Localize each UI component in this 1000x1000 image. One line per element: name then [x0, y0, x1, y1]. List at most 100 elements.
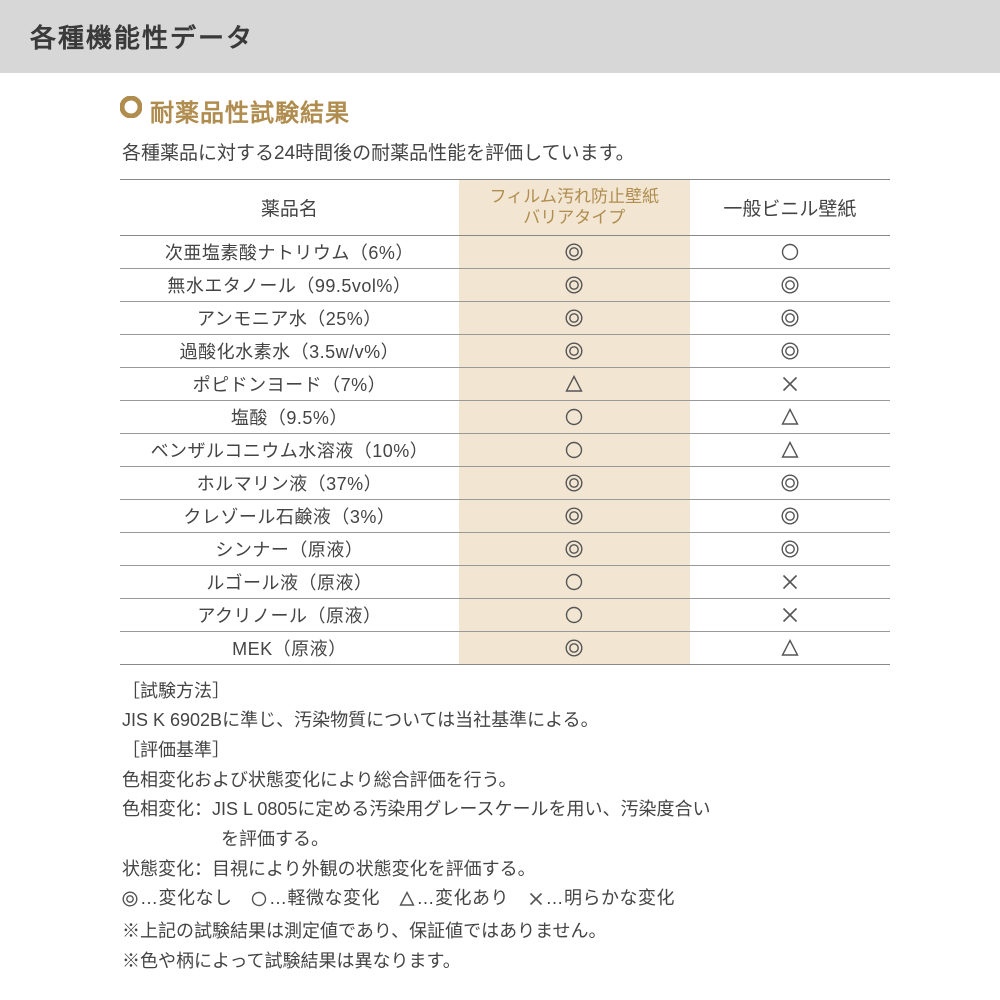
criteria-text: 色相変化：JIS L 0805に定める汚染用グレースケールを用い、汚染度合い — [122, 795, 890, 825]
rating-symbol-icon — [694, 408, 886, 426]
result-film-cell — [459, 433, 690, 466]
section-subtitle: 各種薬品に対する24時間後の耐薬品性能を評価しています。 — [120, 138, 890, 165]
table-row: クレゾール石鹸液（3%） — [120, 499, 890, 532]
chemical-name-cell: クレゾール石鹸液（3%） — [120, 499, 459, 532]
chemical-name-cell: 過酸化水素水（3.5w/v%） — [120, 334, 459, 367]
chemical-name-cell: ポピドンヨード（7%） — [120, 367, 459, 400]
rating-symbol-icon — [463, 309, 686, 327]
notes-section: ［試験方法］ JIS K 6902Bに準じ、汚染物質については当社基準による。 … — [120, 677, 890, 977]
chemical-resistance-table: 薬品名 フィルム汚れ防止壁紙 バリアタイプ 一般ビニル壁紙 次亜塩素酸ナトリウム… — [120, 179, 890, 665]
result-vinyl-cell — [690, 466, 890, 499]
bullet-icon — [120, 96, 142, 125]
rating-symbol-icon — [694, 507, 886, 525]
cross-icon — [528, 887, 544, 917]
result-film-cell — [459, 631, 690, 664]
method-text: JIS K 6902Bに準じ、汚染物質については当社基準による。 — [122, 706, 890, 736]
page-title: 各種機能性データ — [30, 23, 254, 53]
rating-symbol-icon — [694, 441, 886, 459]
table-row: 次亜塩素酸ナトリウム（6%） — [120, 235, 890, 268]
chemical-name-cell: アンモニア水（25%） — [120, 301, 459, 334]
table-row: 塩酸（9.5%） — [120, 400, 890, 433]
criteria-label: ［評価基準］ — [122, 736, 890, 766]
result-film-cell — [459, 565, 690, 598]
result-film-cell — [459, 301, 690, 334]
result-vinyl-cell — [690, 433, 890, 466]
table-row: ポピドンヨード（7%） — [120, 367, 890, 400]
rating-symbol-icon — [463, 507, 686, 525]
rating-symbol-icon — [463, 243, 686, 261]
rating-symbol-icon — [463, 441, 686, 459]
chemical-name-cell: 次亜塩素酸ナトリウム（6%） — [120, 235, 459, 268]
section-title: 耐薬品性試験結果 — [120, 93, 890, 128]
column-header-film: フィルム汚れ防止壁紙 バリアタイプ — [459, 180, 690, 236]
result-vinyl-cell — [690, 565, 890, 598]
table-row: 無水エタノール（99.5vol%） — [120, 268, 890, 301]
rating-symbol-icon — [694, 309, 886, 327]
rating-symbol-icon — [694, 342, 886, 360]
rating-symbol-icon — [694, 375, 886, 393]
rating-symbol-icon — [463, 375, 686, 393]
chemical-name-cell: 無水エタノール（99.5vol%） — [120, 268, 459, 301]
result-film-cell — [459, 334, 690, 367]
chemical-name-cell: ベンザルコニウム水溶液（10%） — [120, 433, 459, 466]
result-vinyl-cell — [690, 268, 890, 301]
column-header-name: 薬品名 — [120, 180, 459, 236]
result-vinyl-cell — [690, 334, 890, 367]
method-label: ［試験方法］ — [122, 677, 890, 707]
table-row: MEK（原液） — [120, 631, 890, 664]
disclaimer: ※上記の試験結果は測定値であり、保証値ではありません。 — [122, 917, 890, 947]
result-film-cell — [459, 367, 690, 400]
result-vinyl-cell — [690, 400, 890, 433]
rating-symbol-icon — [694, 276, 886, 294]
result-vinyl-cell — [690, 532, 890, 565]
rating-symbol-icon — [694, 606, 886, 624]
chemical-name-cell: シンナー（原液） — [120, 532, 459, 565]
rating-symbol-icon — [463, 474, 686, 492]
rating-symbol-icon — [463, 639, 686, 657]
result-film-cell — [459, 466, 690, 499]
criteria-text: を評価する。 — [122, 825, 890, 855]
result-film-cell — [459, 268, 690, 301]
table-row: アンモニア水（25%） — [120, 301, 890, 334]
result-vinyl-cell — [690, 367, 890, 400]
chemical-name-cell: MEK（原液） — [120, 631, 459, 664]
page-header: 各種機能性データ — [0, 0, 1000, 73]
rating-symbol-icon — [694, 474, 886, 492]
content-area: 耐薬品性試験結果 各種薬品に対する24時間後の耐薬品性能を評価しています。 薬品… — [0, 73, 1000, 976]
table-row: ルゴール液（原液） — [120, 565, 890, 598]
chemical-name-cell: ホルマリン液（37%） — [120, 466, 459, 499]
rating-symbol-icon — [694, 639, 886, 657]
rating-symbol-icon — [463, 276, 686, 294]
chemical-name-cell: 塩酸（9.5%） — [120, 400, 459, 433]
result-film-cell — [459, 598, 690, 631]
result-film-cell — [459, 532, 690, 565]
table-row: シンナー（原液） — [120, 532, 890, 565]
result-film-cell — [459, 235, 690, 268]
single-circle-icon — [251, 887, 267, 917]
table-row: 過酸化水素水（3.5w/v%） — [120, 334, 890, 367]
result-vinyl-cell — [690, 499, 890, 532]
chemical-name-cell: アクリノール（原液） — [120, 598, 459, 631]
criteria-text: 色相変化および状態変化により総合評価を行う。 — [122, 766, 890, 796]
rating-symbol-icon — [694, 573, 886, 591]
table-row: ベンザルコニウム水溶液（10%） — [120, 433, 890, 466]
disclaimer: ※色や柄によって試験結果は異なります。 — [122, 947, 890, 977]
result-vinyl-cell — [690, 301, 890, 334]
result-film-cell — [459, 499, 690, 532]
criteria-text: 状態変化：目視により外観の状態変化を評価する。 — [122, 855, 890, 885]
triangle-icon — [399, 887, 415, 917]
rating-symbol-icon — [694, 243, 886, 261]
legend: …変化なし …軽微な変化 …変化あり …明らかな変化 — [122, 884, 890, 917]
rating-symbol-icon — [463, 606, 686, 624]
rating-symbol-icon — [463, 540, 686, 558]
result-vinyl-cell — [690, 598, 890, 631]
section-title-text: 耐薬品性試験結果 — [150, 93, 350, 128]
rating-symbol-icon — [463, 408, 686, 426]
column-header-vinyl: 一般ビニル壁紙 — [690, 180, 890, 236]
result-film-cell — [459, 400, 690, 433]
table-row: アクリノール（原液） — [120, 598, 890, 631]
table-row: ホルマリン液（37%） — [120, 466, 890, 499]
rating-symbol-icon — [463, 342, 686, 360]
result-vinyl-cell — [690, 631, 890, 664]
rating-symbol-icon — [694, 540, 886, 558]
